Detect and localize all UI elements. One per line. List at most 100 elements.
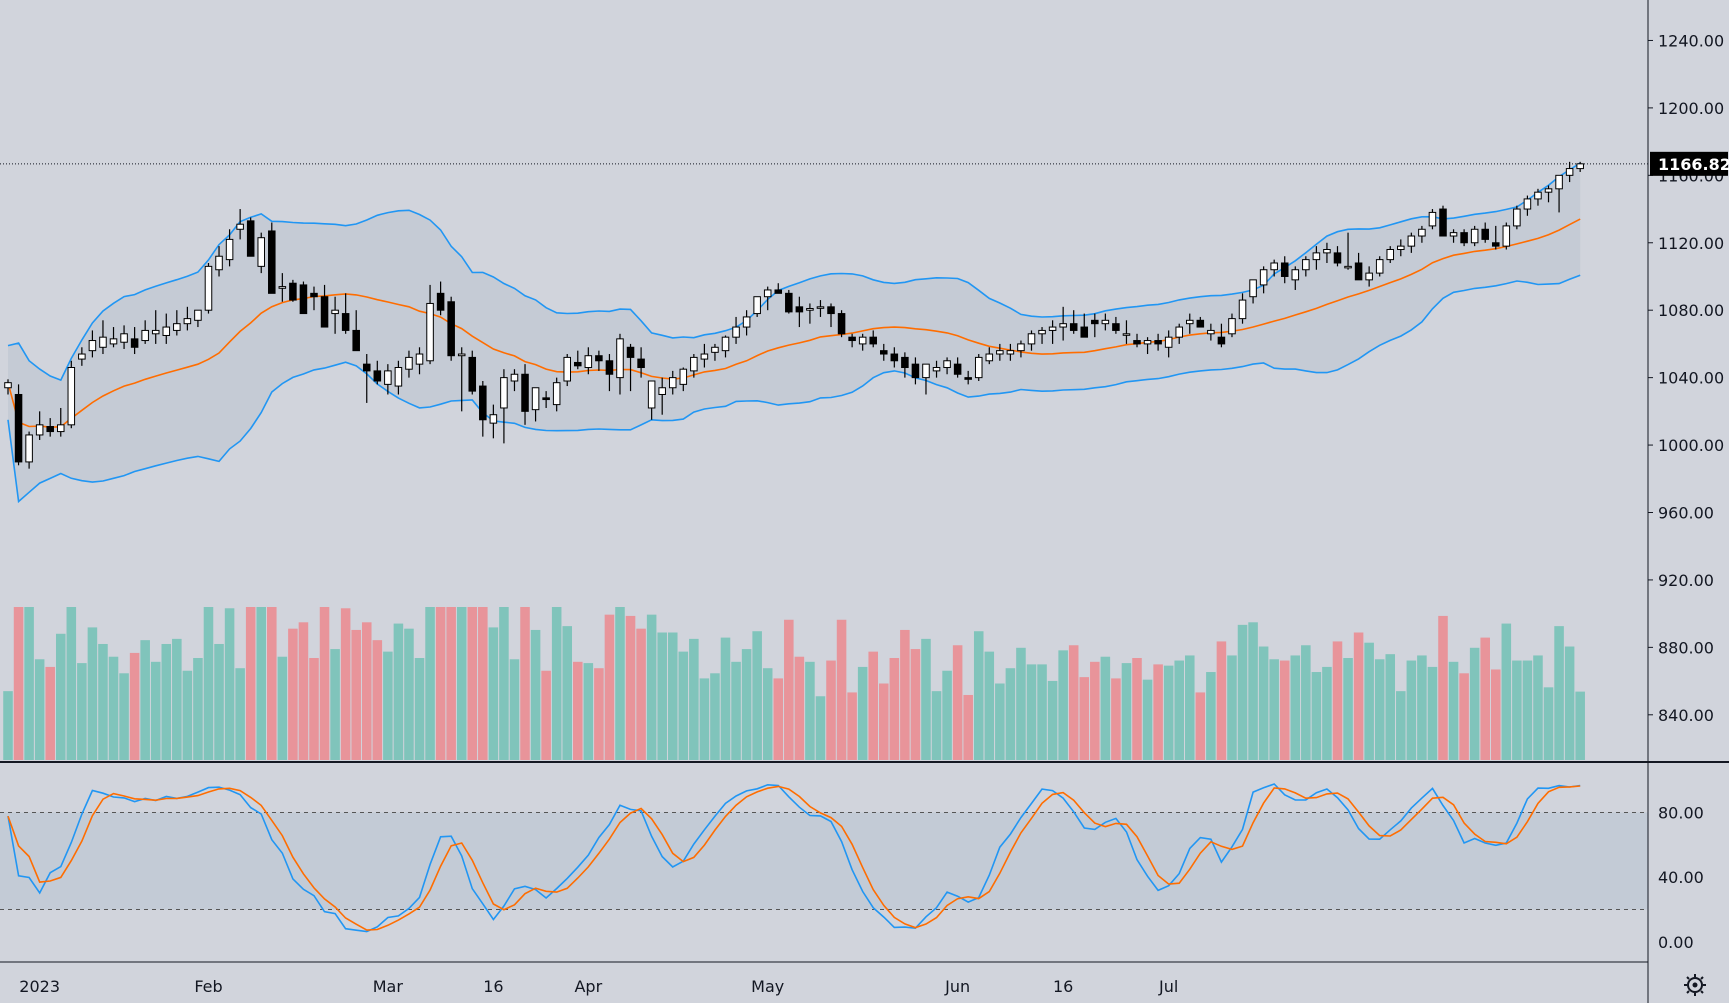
candle[interactable] <box>542 391 550 408</box>
volume-bar[interactable] <box>1153 664 1163 760</box>
candle[interactable] <box>1576 161 1584 172</box>
volume-bar[interactable] <box>667 632 678 761</box>
candle[interactable] <box>510 369 519 392</box>
volume-bar[interactable] <box>383 651 393 760</box>
volume-bar[interactable] <box>235 668 245 760</box>
candle[interactable] <box>362 354 371 403</box>
candle[interactable] <box>1017 340 1025 358</box>
candle[interactable] <box>500 369 508 444</box>
candle[interactable] <box>1270 259 1278 277</box>
candle[interactable] <box>1375 256 1384 277</box>
volume-bar[interactable] <box>1174 660 1184 760</box>
candle[interactable] <box>1048 320 1057 344</box>
candle[interactable] <box>1112 316 1120 334</box>
candle[interactable] <box>204 262 213 314</box>
candle[interactable] <box>1312 246 1321 270</box>
volume-bar[interactable] <box>161 643 172 760</box>
volume-bar[interactable] <box>478 607 488 760</box>
volume-bar[interactable] <box>1047 680 1058 760</box>
candle[interactable] <box>1460 229 1468 247</box>
volume-bar[interactable] <box>1216 641 1227 760</box>
volume-bar[interactable] <box>1079 677 1090 760</box>
bollinger-lower-line[interactable] <box>7 274 1581 504</box>
candle[interactable] <box>1164 330 1173 358</box>
volume-bar[interactable] <box>203 607 214 760</box>
candle[interactable] <box>1154 333 1162 351</box>
candle[interactable] <box>932 360 941 378</box>
volume-bar[interactable] <box>446 607 456 760</box>
candle[interactable] <box>1491 225 1500 250</box>
candle[interactable] <box>1439 205 1447 237</box>
volume-bar[interactable] <box>425 607 435 760</box>
candle[interactable] <box>1565 161 1574 183</box>
volume-bar[interactable] <box>404 628 414 760</box>
candle[interactable] <box>880 343 888 361</box>
volume-bar[interactable] <box>1322 666 1332 760</box>
candle[interactable] <box>1228 313 1236 338</box>
candle[interactable] <box>289 279 297 302</box>
volume-bar[interactable] <box>1090 661 1100 760</box>
candle[interactable] <box>373 360 382 385</box>
candle[interactable] <box>394 360 403 395</box>
candle[interactable] <box>1185 313 1194 334</box>
volume-bar[interactable] <box>984 651 995 760</box>
volume-bar[interactable] <box>509 659 520 760</box>
candle[interactable] <box>78 347 86 366</box>
volume-bar[interactable] <box>963 694 973 760</box>
volume-bar[interactable] <box>720 637 731 760</box>
volume-bar[interactable] <box>1469 647 1480 760</box>
candle[interactable] <box>151 310 160 344</box>
volume-bar[interactable] <box>1258 646 1269 760</box>
candle[interactable] <box>732 316 740 344</box>
candle[interactable] <box>35 411 44 441</box>
candle[interactable] <box>848 333 856 348</box>
volume-bar[interactable] <box>1248 622 1258 760</box>
candle[interactable] <box>1534 188 1542 206</box>
candle[interactable] <box>14 384 23 466</box>
candle[interactable] <box>943 357 951 375</box>
candle[interactable] <box>1175 323 1183 344</box>
volume-bar[interactable] <box>256 607 267 760</box>
candle[interactable] <box>46 418 54 437</box>
volume-bar[interactable] <box>66 607 77 760</box>
volume-bar[interactable] <box>931 691 942 760</box>
volume-bar[interactable] <box>868 651 878 760</box>
candle[interactable] <box>816 300 825 317</box>
volume-bar[interactable] <box>298 622 309 760</box>
volume-bar[interactable] <box>836 619 847 760</box>
volume-bar[interactable] <box>1290 655 1301 760</box>
volume-bar[interactable] <box>1374 659 1385 760</box>
volume-bar[interactable] <box>77 663 87 760</box>
volume-bar[interactable] <box>13 607 24 760</box>
volume-bar[interactable] <box>604 614 615 760</box>
candle[interactable] <box>827 303 835 328</box>
candle[interactable] <box>99 320 107 355</box>
volume-bar[interactable] <box>1279 660 1290 760</box>
volume-bar[interactable] <box>1501 623 1512 760</box>
candle[interactable] <box>447 296 455 361</box>
candle[interactable] <box>996 343 1004 361</box>
volume-bar[interactable] <box>499 607 509 760</box>
candle[interactable] <box>426 284 434 365</box>
candle[interactable] <box>1418 225 1426 243</box>
candle[interactable] <box>658 377 666 415</box>
volume-bar[interactable] <box>140 640 150 760</box>
candle[interactable] <box>1006 343 1015 361</box>
volume-bar[interactable] <box>1364 642 1374 760</box>
volume-bar[interactable] <box>129 652 140 760</box>
candle[interactable] <box>1513 205 1521 230</box>
candle[interactable] <box>183 306 192 331</box>
candle[interactable] <box>1397 239 1405 257</box>
candle[interactable] <box>384 364 392 395</box>
volume-bar[interactable] <box>1227 655 1237 760</box>
candle[interactable] <box>890 347 899 368</box>
candle[interactable] <box>953 357 962 378</box>
volume-bar[interactable] <box>1522 660 1533 760</box>
volume-bar[interactable] <box>488 627 499 760</box>
volume-bar[interactable] <box>1427 666 1438 760</box>
volume-bar[interactable] <box>1184 655 1195 760</box>
volume-bar[interactable] <box>1100 656 1111 760</box>
volume-bar[interactable] <box>910 649 921 760</box>
candle[interactable] <box>1091 313 1099 338</box>
